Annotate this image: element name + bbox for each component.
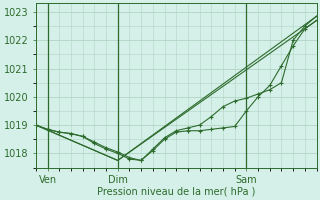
X-axis label: Pression niveau de la mer( hPa ): Pression niveau de la mer( hPa ) xyxy=(97,187,255,197)
